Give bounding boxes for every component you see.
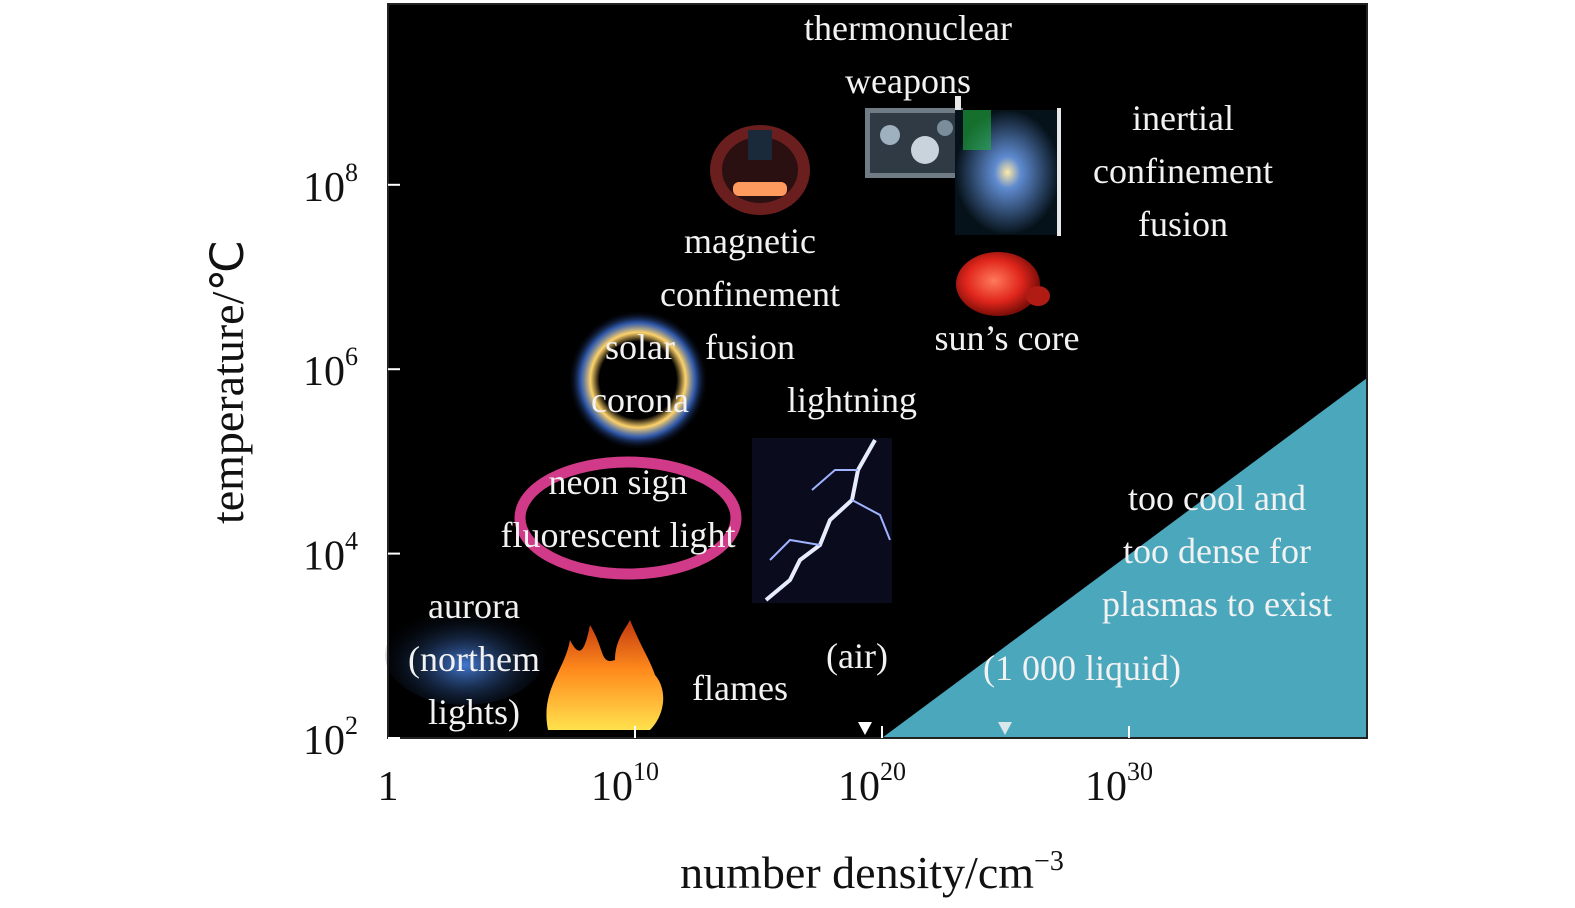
annotations: thermonuclear weapons inertial confinement f… xyxy=(408,8,1273,732)
annotation-neon-sign-fluorescent-light: neon sign fluorescent light xyxy=(501,462,736,555)
annotation-air: (air) xyxy=(826,636,888,676)
plot-frame xyxy=(387,3,1368,739)
annotation-sun-s-core: sun’s core xyxy=(935,318,1080,358)
region-label-text: too cool and too dense for plasmas to exis… xyxy=(1102,478,1332,624)
liquid-marker-icon xyxy=(998,722,1012,735)
annotation-fusion: fusion xyxy=(705,327,795,367)
y-tick-label: 108 xyxy=(303,158,358,211)
annotation-1-000-liquid: (1 000 liquid) xyxy=(983,648,1181,688)
y-tick-label: 104 xyxy=(303,527,358,580)
x-tick-label: 1 xyxy=(378,764,399,810)
solar-corona-icon xyxy=(568,310,708,450)
neon-ring-icon xyxy=(514,456,742,580)
too-cool-too-dense-region xyxy=(882,378,1367,738)
y-axis-title: temperature/℃ xyxy=(202,240,253,524)
annotation-solar-corona: solar corona xyxy=(591,327,689,420)
inertial-fusion-image xyxy=(955,108,1061,236)
aurora-icon xyxy=(385,605,545,705)
axis-ticks: 1 1010 1020 1030 102 104 106 108 xyxy=(303,158,1153,810)
x-tick-label: 1010 xyxy=(591,757,659,810)
y-tick-label: 106 xyxy=(303,342,358,395)
phenomena-icons xyxy=(385,96,1061,735)
annotation-flames: flames xyxy=(692,668,788,708)
x-axis-title: number density/cm−3 xyxy=(680,846,1064,898)
lightning-icon xyxy=(752,438,892,603)
tokamak-icon xyxy=(710,125,810,215)
annotation-magnetic-confinement: magnetic confinement xyxy=(660,221,840,314)
annotation-aurora-northern-lights: aurora (northem lights) xyxy=(408,586,540,732)
annotation-thermonuclear-weapons: thermonuclear weapons xyxy=(804,8,1012,101)
air-marker-icon xyxy=(858,722,872,735)
y-tick-label: 102 xyxy=(303,711,358,764)
annotation-inertial-confinement-fusion: inertial confinement fusion xyxy=(1093,98,1273,244)
x-tick-label: 1020 xyxy=(838,757,906,810)
sun-core-icon xyxy=(956,252,1050,316)
thermonuclear-weapons-image xyxy=(865,96,963,180)
annotation-lightning: lightning xyxy=(787,380,917,420)
x-tick-label: 1030 xyxy=(1085,757,1153,810)
flame-icon xyxy=(546,620,664,730)
region-label: too cool and too dense for plasmas to exis… xyxy=(1102,478,1332,624)
